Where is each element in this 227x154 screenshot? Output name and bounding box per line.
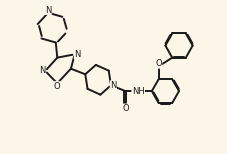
- Text: N: N: [45, 6, 51, 14]
- Text: N: N: [110, 81, 116, 90]
- Text: NH: NH: [131, 87, 144, 96]
- Text: N: N: [74, 50, 80, 59]
- Text: O: O: [54, 82, 60, 91]
- Text: O: O: [155, 59, 161, 68]
- Text: N: N: [39, 67, 45, 75]
- Text: O: O: [121, 104, 128, 113]
